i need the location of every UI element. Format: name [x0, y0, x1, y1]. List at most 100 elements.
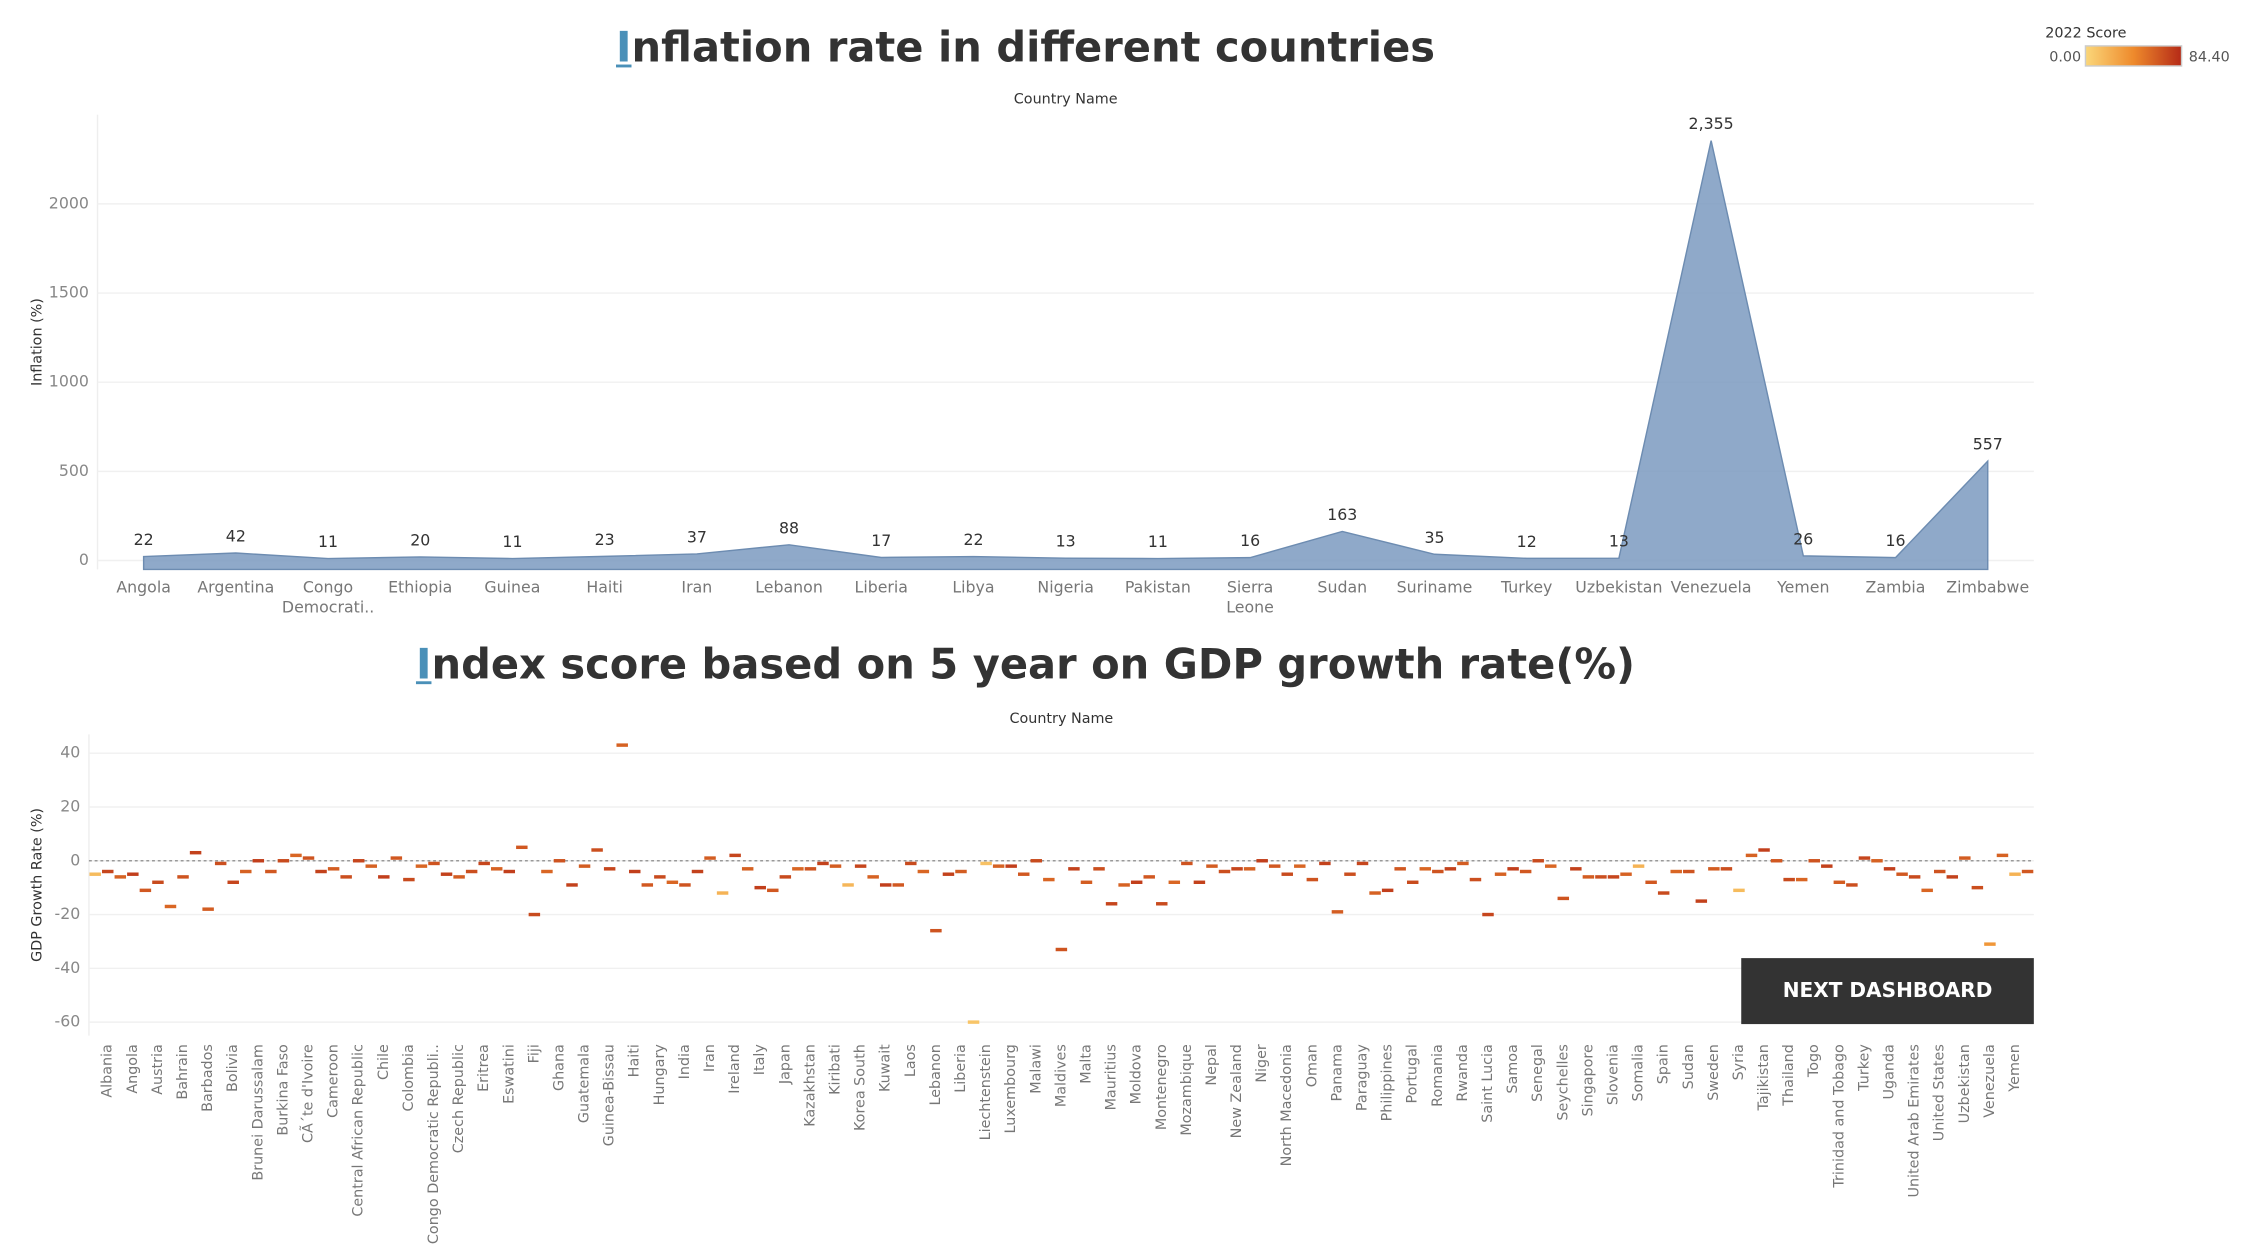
next-dashboard-button[interactable]: NEXT DASHBOARD	[1741, 958, 2034, 1025]
gantt-mark	[1005, 864, 1017, 868]
x-tick-label: Guinea	[484, 578, 541, 597]
value-label: 37	[687, 527, 707, 546]
gantt-mark	[503, 869, 516, 874]
x-tick-label: Congo Democrati..	[281, 578, 375, 617]
x-tick-label: North Macedonia	[1279, 1044, 1295, 1166]
x-tick-label: Hungary	[652, 1044, 668, 1106]
gantt-mark	[1319, 861, 1331, 866]
gantt-mark	[1846, 883, 1858, 887]
gantt-mark	[1557, 896, 1570, 901]
gantt-mark	[804, 867, 817, 871]
x-tick-label: United States	[1932, 1044, 1948, 1141]
x-tick-label: Guatemala	[577, 1044, 593, 1123]
gantt-mark	[666, 880, 679, 884]
x-tick-label: Saint Lucia	[1480, 1044, 1496, 1123]
gantt-mark	[1344, 872, 1356, 876]
gantt-mark	[1620, 872, 1632, 876]
gantt-mark	[1833, 880, 1846, 884]
legend-max: 84.40	[2189, 49, 2230, 65]
gantt-mark	[967, 1020, 980, 1024]
gantt-mark	[892, 883, 904, 887]
gantt-mark	[1745, 853, 1758, 858]
x-tick-label: Turkey	[1501, 578, 1553, 597]
x-tick-label: Cameroon	[326, 1044, 342, 1118]
value-label: 163	[1327, 505, 1357, 524]
value-label: 88	[779, 518, 799, 537]
x-tick-label: Mozambique	[1179, 1044, 1195, 1136]
chart-title: Index score based on 5 year on GDP growt…	[415, 639, 1636, 689]
gantt-mark	[754, 885, 766, 890]
gantt-mark	[1080, 880, 1093, 884]
gantt-mark	[1268, 864, 1281, 868]
gantt-mark	[1984, 942, 1996, 946]
gantt-mark	[240, 869, 252, 874]
gantt-mark	[1093, 867, 1105, 871]
gantt-mark	[1130, 880, 1143, 884]
gantt-mark	[1331, 910, 1344, 914]
x-tick-label: Bolivia	[225, 1044, 241, 1092]
gantt-mark	[842, 883, 854, 887]
gantt-mark	[629, 869, 641, 874]
value-label: 42	[226, 527, 246, 546]
gantt-mark	[1444, 867, 1457, 871]
x-tick-label: Malta	[1078, 1044, 1094, 1084]
legend-ramp	[2084, 45, 2183, 67]
x-tick-label: Mauritius	[1104, 1044, 1120, 1110]
gantt-mark	[1482, 912, 1494, 917]
x-tick-label: Ethiopia	[388, 578, 453, 597]
x-tick-label: Thailand	[1781, 1044, 1797, 1107]
gantt-mark	[1118, 883, 1130, 887]
x-tick-label: Slovenia	[1605, 1044, 1621, 1105]
gantt-mark	[390, 856, 403, 860]
gantt-mark	[1570, 867, 1582, 871]
gantt-mark	[189, 850, 202, 855]
gantt-mark	[942, 872, 955, 876]
gantt-mark	[603, 867, 616, 871]
x-tick-label: New Zealand	[1229, 1044, 1245, 1138]
gantt-mark	[1457, 861, 1469, 866]
value-label: 11	[1148, 532, 1168, 551]
y-tick-label: 2000	[49, 193, 89, 212]
x-tick-label: Korea South	[853, 1044, 869, 1131]
x-tick-label: Albania	[100, 1044, 116, 1097]
x-tick-label: Luxembourg	[1003, 1044, 1019, 1133]
gantt-mark	[1933, 869, 1946, 874]
value-label: 557	[1973, 435, 2003, 454]
x-tick-label: Sudan	[1681, 1044, 1697, 1089]
x-tick-label: Eswatini	[501, 1044, 517, 1104]
gantt-mark	[1896, 872, 1908, 876]
gantt-mark	[465, 869, 478, 874]
gantt-mark	[164, 904, 177, 909]
gantt-mark	[290, 853, 302, 858]
x-tick-label: Central African Republic	[351, 1044, 367, 1216]
y-tick-label: 0	[70, 850, 80, 869]
gantt-mark	[1193, 880, 1206, 884]
x-tick-label: Spain	[1656, 1044, 1672, 1084]
gantt-mark	[1908, 875, 1921, 879]
value-label: 20	[410, 530, 430, 549]
gantt-mark	[1683, 869, 1695, 874]
gantt-mark	[917, 869, 930, 874]
gantt-mark	[478, 861, 490, 866]
gantt-mark	[1156, 902, 1168, 906]
x-tick-label: Suriname	[1396, 578, 1473, 597]
gantt-mark	[1231, 867, 1243, 871]
gantt-mark	[829, 864, 842, 868]
gantt-mark	[616, 743, 628, 747]
x-tick-label: Italy	[752, 1044, 768, 1076]
value-label: 11	[318, 532, 338, 551]
x-tick-label: Brunei Darussalam	[250, 1044, 266, 1180]
x-tick-label: Yemen	[2007, 1044, 2023, 1093]
gantt-mark	[1545, 864, 1557, 868]
x-tick-label: Rwanda	[1455, 1044, 1471, 1101]
x-tick-label: Chile	[376, 1044, 392, 1080]
y-tick-label: 20	[60, 796, 80, 815]
gantt-mark	[1821, 864, 1833, 868]
y-axis-title: Inflation (%)	[29, 298, 45, 386]
gantt-mark	[641, 883, 654, 887]
gantt-mark	[1883, 867, 1896, 871]
gantt-mark	[879, 883, 892, 887]
gantt-mark	[1043, 877, 1055, 882]
gantt-mark	[252, 859, 265, 863]
